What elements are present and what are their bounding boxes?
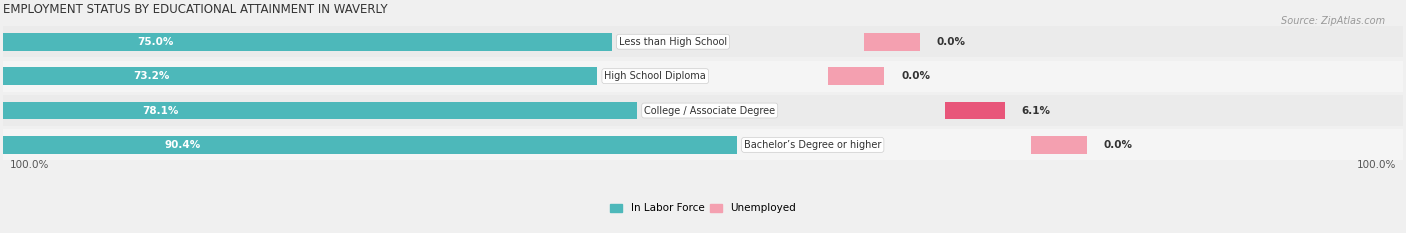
Text: College / Associate Degree: College / Associate Degree xyxy=(644,106,775,116)
Text: Less than High School: Less than High School xyxy=(619,37,727,47)
Bar xyxy=(3,102,637,120)
Text: 75.0%: 75.0% xyxy=(136,37,173,47)
Bar xyxy=(945,102,1005,120)
Text: 78.1%: 78.1% xyxy=(142,106,179,116)
Bar xyxy=(3,67,598,85)
Text: High School Diploma: High School Diploma xyxy=(605,71,706,81)
Bar xyxy=(3,26,1403,57)
Legend: In Labor Force, Unemployed: In Labor Force, Unemployed xyxy=(606,199,800,218)
Text: 0.0%: 0.0% xyxy=(1104,140,1133,150)
Text: 0.0%: 0.0% xyxy=(901,71,931,81)
Text: Bachelor’s Degree or higher: Bachelor’s Degree or higher xyxy=(744,140,882,150)
Bar xyxy=(828,67,884,85)
Bar xyxy=(1031,136,1087,154)
Text: Source: ZipAtlas.com: Source: ZipAtlas.com xyxy=(1281,16,1385,26)
Bar xyxy=(3,95,1403,126)
Text: 73.2%: 73.2% xyxy=(134,71,170,81)
Text: 90.4%: 90.4% xyxy=(165,140,201,150)
Text: 0.0%: 0.0% xyxy=(936,37,966,47)
Text: 6.1%: 6.1% xyxy=(1022,106,1050,116)
Text: EMPLOYMENT STATUS BY EDUCATIONAL ATTAINMENT IN WAVERLY: EMPLOYMENT STATUS BY EDUCATIONAL ATTAINM… xyxy=(3,3,388,16)
Text: 100.0%: 100.0% xyxy=(10,160,49,170)
Bar xyxy=(865,33,920,51)
Text: 100.0%: 100.0% xyxy=(1357,160,1396,170)
Bar xyxy=(3,33,612,51)
Bar xyxy=(3,129,1403,160)
Bar xyxy=(3,136,737,154)
Bar xyxy=(3,61,1403,92)
